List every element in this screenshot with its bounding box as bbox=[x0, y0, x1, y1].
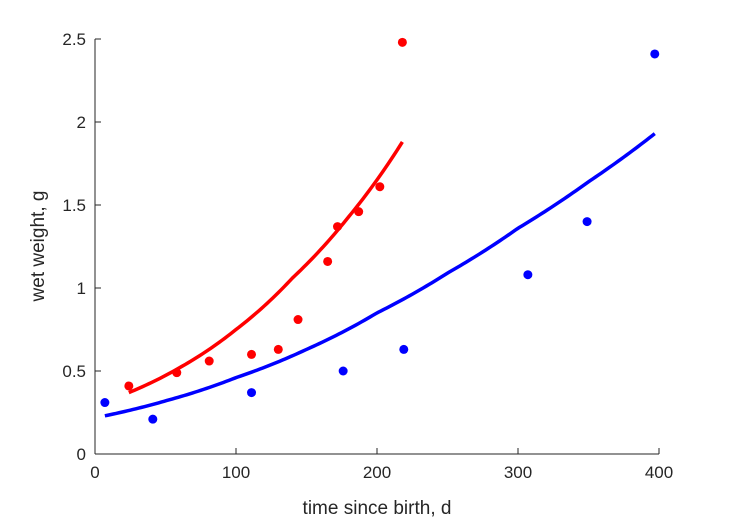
y-ticks: 0 0.5 1 1.5 2 2.5 bbox=[62, 30, 101, 464]
x-tick-label: 200 bbox=[363, 463, 391, 482]
data-point bbox=[293, 315, 303, 325]
y-tick-label: 2.5 bbox=[62, 30, 86, 49]
x-tick-label: 400 bbox=[645, 463, 673, 482]
data-point bbox=[397, 37, 407, 47]
data-point bbox=[124, 381, 134, 391]
data-point bbox=[172, 368, 182, 378]
data-point bbox=[323, 256, 333, 266]
data-point bbox=[148, 414, 158, 424]
plot-background bbox=[95, 39, 659, 454]
y-axis-title: wet weight, g bbox=[28, 191, 49, 303]
data-points bbox=[100, 37, 660, 424]
y-tick-label: 2 bbox=[77, 113, 86, 132]
data-point bbox=[338, 366, 348, 376]
x-tick-label: 300 bbox=[504, 463, 532, 482]
data-point bbox=[273, 344, 283, 354]
data-point bbox=[399, 344, 409, 354]
data-point bbox=[247, 349, 257, 359]
data-point bbox=[100, 398, 110, 408]
data-point bbox=[523, 270, 533, 280]
x-tick-label: 100 bbox=[222, 463, 250, 482]
data-point bbox=[247, 388, 257, 398]
data-point bbox=[333, 222, 343, 232]
data-point bbox=[650, 49, 660, 59]
y-tick-label: 1 bbox=[77, 279, 86, 298]
y-tick-label: 0 bbox=[77, 445, 86, 464]
y-tick-label: 0.5 bbox=[62, 362, 86, 381]
data-point bbox=[375, 182, 385, 192]
data-point bbox=[354, 207, 364, 217]
x-axis-title: time since birth, d bbox=[303, 498, 452, 519]
x-tick-label: 0 bbox=[90, 463, 99, 482]
y-tick-label: 1.5 bbox=[62, 196, 86, 215]
data-point bbox=[582, 217, 592, 227]
x-ticks: 0 100 200 300 400 bbox=[90, 448, 673, 482]
data-point bbox=[204, 356, 214, 366]
fit-line-2 bbox=[104, 132, 656, 418]
